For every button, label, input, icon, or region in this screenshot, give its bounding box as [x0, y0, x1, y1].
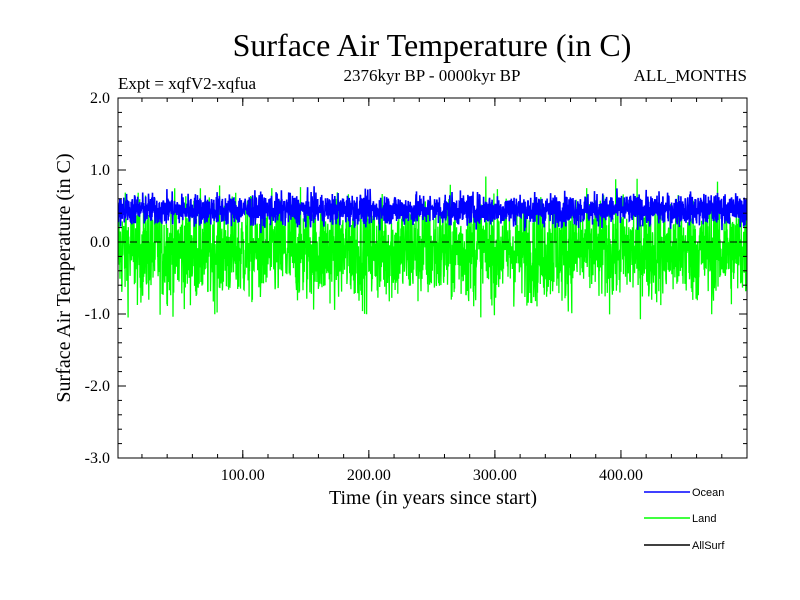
y-tick-label: 1.0	[90, 162, 110, 179]
x-axis: 100.00 200.00 300.00 400.00	[141, 98, 723, 484]
series-line-land	[118, 176, 747, 320]
x-tick-label: 300.00	[473, 467, 517, 484]
y-tick-label: -2.0	[85, 378, 110, 395]
legend-label-land: Land	[692, 513, 716, 525]
x-tick-label: 400.00	[599, 467, 643, 484]
series-line-ocean	[118, 186, 747, 234]
y-axis-label: Surface Air Temperature (in C)	[53, 153, 75, 402]
chart-subtitle-left: Expt = xqfV2-xqfua	[118, 74, 256, 93]
legend-label-allsurf: AllSurf	[692, 540, 725, 552]
chart-subtitle-center: 2376kyr BP - 0000kyr BP	[344, 66, 521, 85]
y-tick-label: -1.0	[85, 306, 110, 323]
chart-title: Surface Air Temperature (in C)	[233, 27, 632, 63]
plot-frame	[117, 97, 748, 459]
series-layer	[118, 176, 747, 320]
x-tick-label: 100.00	[221, 467, 265, 484]
legend-label-ocean: Ocean	[692, 487, 724, 499]
x-axis-label: Time (in years since start)	[329, 487, 537, 509]
y-tick-label: -3.0	[85, 450, 110, 467]
y-tick-label: 0.0	[90, 234, 110, 251]
x-tick-label: 200.00	[347, 467, 391, 484]
y-tick-label: 2.0	[90, 90, 110, 107]
chart-subtitle-right: ALL_MONTHS	[634, 66, 747, 85]
y-axis: -3.0 -2.0 -1.0 0.0 1.0 2.0	[85, 90, 747, 467]
legend: Ocean Land AllSurf	[644, 487, 725, 552]
